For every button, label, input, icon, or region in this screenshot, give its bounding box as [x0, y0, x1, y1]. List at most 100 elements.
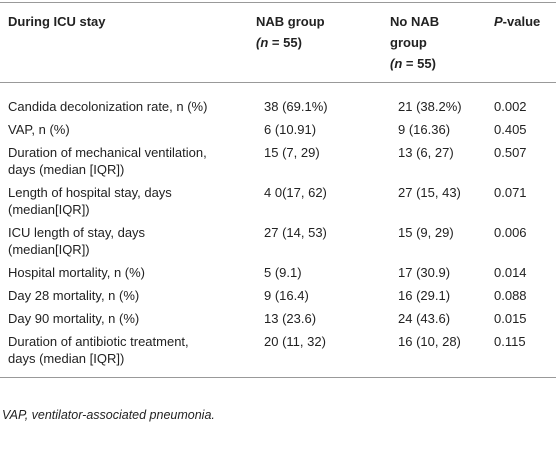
- cell-text: 38 (69.1%): [264, 99, 328, 114]
- table-cell: 0.002: [490, 83, 556, 119]
- table-cell: 13 (6, 27): [386, 141, 490, 181]
- table-cell: Hospital mortality, n (%): [0, 261, 252, 284]
- cell-text: Duration of mechanical ventilation,: [8, 145, 207, 160]
- table-cell: 16 (10, 28): [386, 330, 490, 378]
- header-cell: NAB group (n = 55): [252, 3, 386, 83]
- header-cell: No NAB group (n = 55): [386, 3, 490, 83]
- cell-text: 17 (30.9): [398, 265, 451, 280]
- table-cell: 24 (43.6): [386, 307, 490, 330]
- table-cell: 0.115: [490, 330, 556, 378]
- header-line: NAB group: [256, 11, 382, 32]
- table-row: ICU length of stay, days (median[IQR]) 27 …: [0, 221, 556, 261]
- cell-text: Day 90 mortality, n (%): [8, 311, 140, 326]
- table-cell: 0.006: [490, 221, 556, 261]
- cell-text: Hospital mortality, n (%): [8, 265, 146, 280]
- header-text: = 55): [268, 35, 302, 50]
- header-text: -value: [502, 14, 541, 29]
- table-cell: VAP, n (%): [0, 118, 252, 141]
- header-text: NAB group: [256, 14, 325, 29]
- results-table: During ICU stay NAB group (n = 55) No NAB gr…: [0, 2, 556, 378]
- cell-text: VAP, n (%): [8, 122, 70, 137]
- cell-text: 24 (43.6): [398, 311, 451, 326]
- header-text: group: [390, 35, 427, 50]
- table-cell: 4 0(17, 62): [252, 181, 386, 221]
- table-row: Day 28 mortality, n (%) 9 (16.4) 16 (29.1)…: [0, 284, 556, 307]
- table-cell: Candida decolonization rate, n (%): [0, 83, 252, 119]
- table-cell: 9 (16.4): [252, 284, 386, 307]
- table-cell: 0.507: [490, 141, 556, 181]
- table-cell: 16 (29.1): [386, 284, 490, 307]
- header-cell: P-value: [490, 3, 556, 83]
- table-cell: ICU length of stay, days (median[IQR]): [0, 221, 252, 261]
- table-cell: 21 (38.2%): [386, 83, 490, 119]
- cell-text: 0.507: [494, 145, 527, 160]
- header-line: group: [390, 32, 486, 53]
- table-cell: 13 (23.6): [252, 307, 386, 330]
- cell-text: 0.071: [494, 185, 527, 200]
- cell-text: 20 (11, 32): [264, 334, 326, 349]
- table-cell: 0.071: [490, 181, 556, 221]
- table-row: Candida decolonization rate, n (%) 38 (69…: [0, 83, 556, 119]
- header-cell: During ICU stay: [0, 3, 252, 83]
- footnote: VAP, ventilator-associated pneumonia.: [2, 408, 215, 422]
- table-cell: 27 (15, 43): [386, 181, 490, 221]
- cell-text: 15 (7, 29): [264, 145, 320, 160]
- table-cell: 0.088: [490, 284, 556, 307]
- table-cell: 6 (10.91): [252, 118, 386, 141]
- header-text: = 55): [402, 56, 436, 71]
- cell-text: 16 (10, 28): [398, 334, 461, 349]
- table-cell: 27 (14, 53): [252, 221, 386, 261]
- table-header: During ICU stay NAB group (n = 55) No NAB gr…: [0, 2, 556, 83]
- header-text: (: [390, 56, 395, 71]
- cell-text: 15 (9, 29): [398, 225, 454, 240]
- header-line: P-value: [494, 11, 552, 32]
- header-text: (: [256, 35, 261, 50]
- table-cell: 5 (9.1): [252, 261, 386, 284]
- header-line: (n = 55): [390, 53, 486, 74]
- table-cell: 17 (30.9): [386, 261, 490, 284]
- header-text: n: [394, 56, 403, 71]
- cell-text: 0.014: [494, 265, 527, 280]
- table-row: VAP, n (%) 6 (10.91) 9 (16.36) 0.405: [0, 118, 556, 141]
- cell-text: 0.002: [494, 99, 527, 114]
- header-line: During ICU stay: [8, 11, 248, 32]
- table-cell: 0.015: [490, 307, 556, 330]
- cell-text: 0.115: [494, 334, 526, 349]
- header-text: During ICU stay: [8, 14, 106, 29]
- cell-text: 9 (16.36): [398, 122, 451, 137]
- table-row: Hospital mortality, n (%) 5 (9.1) 17 (30.9…: [0, 261, 556, 284]
- table-row: Duration of antibiotic treatment, days (m…: [0, 330, 556, 378]
- cell-text: 16 (29.1): [398, 288, 451, 303]
- table-body: Candida decolonization rate, n (%) 38 (69…: [0, 83, 556, 378]
- cell-text: Day 28 mortality, n (%): [8, 288, 140, 303]
- table-cell: Day 28 mortality, n (%): [0, 284, 252, 307]
- table-row: Length of hospital stay, days (median[IQR…: [0, 181, 556, 221]
- cell-text: Candida decolonization rate, n (%): [8, 99, 208, 114]
- table-cell: Day 90 mortality, n (%): [0, 307, 252, 330]
- cell-text: Duration of antibiotic treatment,: [8, 334, 189, 349]
- cell-text: 27 (14, 53): [264, 225, 327, 240]
- cell-text: 27 (15, 43): [398, 185, 461, 200]
- cell-text: days (median [IQR]): [8, 162, 125, 177]
- header-text: n: [260, 35, 269, 50]
- table-cell: 15 (9, 29): [386, 221, 490, 261]
- cell-text: 9 (16.4): [264, 288, 309, 303]
- table-cell: 0.014: [490, 261, 556, 284]
- table-cell: 9 (16.36): [386, 118, 490, 141]
- header-line: (n = 55): [256, 32, 382, 53]
- table-cell: Length of hospital stay, days (median[IQR…: [0, 181, 252, 221]
- table-row: Duration of mechanical ventilation, days …: [0, 141, 556, 181]
- cell-text: 0.015: [494, 311, 527, 326]
- header-text: P: [494, 14, 503, 29]
- header-line: No NAB: [390, 11, 486, 32]
- cell-text: 13 (6, 27): [398, 145, 454, 160]
- cell-text: ICU length of stay, days: [8, 225, 146, 240]
- table-cell: Duration of mechanical ventilation, days …: [0, 141, 252, 181]
- cell-text: Length of hospital stay, days: [8, 185, 172, 200]
- cell-text: 4 0(17, 62): [264, 185, 327, 200]
- cell-text: 21 (38.2%): [398, 99, 462, 114]
- cell-text: 6 (10.91): [264, 122, 317, 137]
- cell-text: 5 (9.1): [264, 265, 302, 280]
- header-text: No NAB: [390, 14, 440, 29]
